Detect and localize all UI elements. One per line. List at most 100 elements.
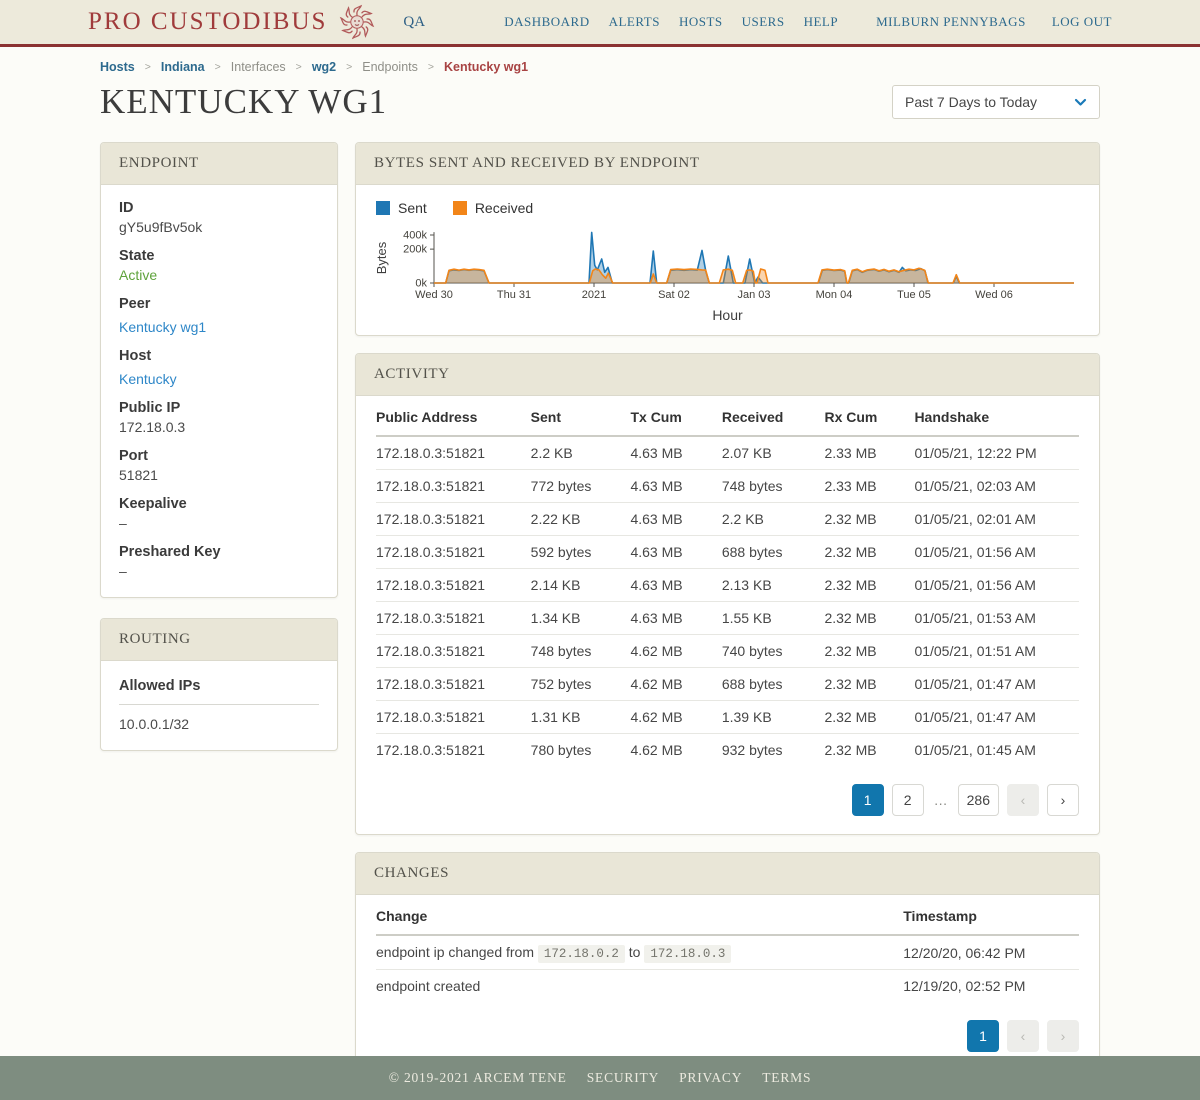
activity-cell: 01/05/21, 01:47 AM <box>914 667 1079 701</box>
field-value-port: 51821 <box>119 467 158 483</box>
field-value-id: gY5u9fBv5ok <box>119 219 203 235</box>
activity-row: 172.18.0.3:51821 2.2 KB 4.63 MB 2.07 KB 2.33… <box>376 436 1079 470</box>
activity-cell: 172.18.0.3:51821 <box>376 445 485 461</box>
activity-cell: 01/05/21, 01:53 AM <box>914 601 1079 635</box>
activity-cell: 172.18.0.3:51821 <box>376 535 531 569</box>
activity-cell: 2.32 MB <box>824 568 915 602</box>
activity-cell: 4.63 MB <box>630 445 683 461</box>
field-label: ID <box>119 200 134 216</box>
copyright: © 2019-2021 Arcem Tene <box>388 1070 567 1085</box>
changes-row: endpoint created 12/19/20, 02:52 PM <box>376 969 1079 1002</box>
svg-text:2021: 2021 <box>582 289 606 301</box>
field-label: Public IP <box>119 400 181 416</box>
activity-cell: 740 bytes <box>721 634 825 668</box>
activity-cell: 2.33 MB <box>824 445 877 461</box>
breadcrumb-item-indiana[interactable]: Indiana <box>160 60 205 74</box>
activity-row: 172.18.0.3:51821 592 bytes 4.63 MB 688 byte… <box>376 535 1079 569</box>
left-column: Endpoint ID gY5u9fBv5ok State Active Peer Ken… <box>100 142 338 751</box>
nav-item-hosts[interactable]: Hosts <box>678 14 723 29</box>
routing-panel-title: Routing <box>101 619 337 661</box>
breadcrumb: Hosts > Indiana > Interfaces > wg2 > Endpoints > K… <box>0 47 1200 74</box>
breadcrumb-item-hosts[interactable]: Hosts <box>100 60 135 74</box>
chart-legend: Sent Received <box>376 200 1081 216</box>
qa-link[interactable]: QA <box>403 13 426 30</box>
activity-cell: 01/05/21, 01:56 AM <box>914 568 1079 602</box>
activity-cell: 1.31 KB <box>530 700 631 734</box>
activity-cell: 772 bytes <box>530 469 631 503</box>
changes-pagination: 1 ‹ › <box>356 1002 1099 1070</box>
breadcrumb-separator: > <box>427 61 435 73</box>
svg-text:Jan 03: Jan 03 <box>737 289 770 301</box>
field-value-keepalive: – <box>119 515 127 531</box>
activity-cell: 4.63 MB <box>630 535 722 569</box>
field-label: Preshared Key <box>119 544 221 560</box>
activity-cell: 780 bytes <box>530 733 631 766</box>
activity-cell: 172.18.0.3:51821 <box>376 667 531 701</box>
field-label: State <box>119 248 155 264</box>
activity-cell: 01/05/21, 02:01 AM <box>914 502 1079 536</box>
activity-cell: 01/05/21, 01:47 AM <box>914 700 1079 734</box>
page-button-286[interactable]: 286 <box>957 784 999 816</box>
activity-row: 172.18.0.3:51821 1.34 KB 4.63 MB 1.55 KB 2.3… <box>376 601 1079 635</box>
nav-item-alerts[interactable]: Alerts <box>608 14 660 29</box>
legend-item-received: Received <box>452 200 533 216</box>
footer-link-security[interactable]: Security <box>586 1070 660 1085</box>
footer: © 2019-2021 Arcem Tene Security Privacy Te… <box>0 1056 1200 1100</box>
main-content: Endpoint ID gY5u9fBv5ok State Active Peer Ken… <box>0 122 1200 1071</box>
page-button-2[interactable]: 2 <box>891 784 924 816</box>
nav-item-dashboard[interactable]: Dashboard <box>504 14 590 29</box>
page-button-1[interactable]: 1 <box>851 784 884 816</box>
svg-text:0k: 0k <box>415 278 427 290</box>
activity-panel-title: Activity <box>356 354 1099 396</box>
svg-text:Tue 05: Tue 05 <box>897 289 931 301</box>
nav-logout[interactable]: Log Out <box>1051 14 1112 29</box>
activity-cell: 2.14 KB <box>530 568 631 602</box>
breadcrumb-separator: > <box>144 61 151 73</box>
change-timestamp: 12/19/20, 02:52 PM <box>903 969 1079 1002</box>
endpoint-field-id: ID gY5u9fBv5ok <box>119 200 319 235</box>
field-value-preshared-key: – <box>119 563 127 579</box>
breadcrumb-item-wg2[interactable]: wg2 <box>311 60 337 74</box>
nav-item-users[interactable]: Users <box>741 14 785 29</box>
change-timestamp: 12/20/20, 06:42 PM <box>903 944 1026 961</box>
column-header-handshake: Handshake <box>914 398 1079 437</box>
activity-row: 172.18.0.3:51821 2.14 KB 4.63 MB 2.13 KB 2.3… <box>376 568 1079 602</box>
endpoint-field-port: Port 51821 <box>119 448 319 483</box>
nav-item-help[interactable]: Help <box>803 14 839 29</box>
chevron-down-icon <box>1074 98 1087 106</box>
chart-panel: Bytes Sent and Received by Endpoint Sent… <box>355 142 1100 336</box>
change-description: endpoint created <box>376 969 904 1002</box>
footer-link-terms[interactable]: Terms <box>762 1070 812 1085</box>
footer-link-privacy[interactable]: Privacy <box>679 1070 743 1085</box>
activity-cell: 1.34 KB <box>530 601 631 635</box>
brand[interactable]: Pro Custodibus QA <box>88 2 425 42</box>
svg-text:400k: 400k <box>403 230 427 242</box>
legend-swatch-sent <box>376 201 390 215</box>
activity-cell: 01/05/21, 01:45 AM <box>914 733 1079 766</box>
prev-page-button: ‹ <box>1007 784 1039 816</box>
breadcrumb-item-endpoints: Endpoints <box>362 60 418 74</box>
page-button-1[interactable]: 1 <box>967 1020 999 1052</box>
activity-cell: 01/05/21, 12:22 PM <box>914 445 1037 461</box>
activity-cell: 688 bytes <box>721 535 825 569</box>
activity-cell: 2.32 MB <box>824 667 915 701</box>
activity-cell: 172.18.0.3:51821 <box>376 733 531 766</box>
date-range-select[interactable]: Past 7 Days to Today <box>892 85 1100 119</box>
field-value-host[interactable]: Kentucky <box>119 371 177 387</box>
breadcrumb-separator: > <box>346 61 353 73</box>
endpoint-field-public-ip: Public IP 172.18.0.3 <box>119 400 319 435</box>
nav-user[interactable]: Milburn Pennybags <box>876 14 1026 29</box>
page-title: Kentucky wg1 <box>100 82 388 121</box>
next-page-button[interactable]: › <box>1047 784 1079 816</box>
svg-text:Bytes: Bytes <box>374 241 389 274</box>
field-value-peer[interactable]: Kentucky wg1 <box>119 319 207 335</box>
activity-cell: 2.32 MB <box>824 601 915 635</box>
chart-panel-title: Bytes Sent and Received by Endpoint <box>356 143 1099 185</box>
breadcrumb-separator: > <box>214 61 221 73</box>
changes-row: endpoint ip changed from 172.18.0.2 to 1… <box>376 935 1079 970</box>
svg-text:Wed 30: Wed 30 <box>415 289 453 301</box>
activity-cell: 4.63 MB <box>630 502 722 536</box>
changes-panel-title: Changes <box>356 853 1099 895</box>
activity-cell: 748 bytes <box>530 634 631 668</box>
field-value-state: Active <box>119 267 158 283</box>
